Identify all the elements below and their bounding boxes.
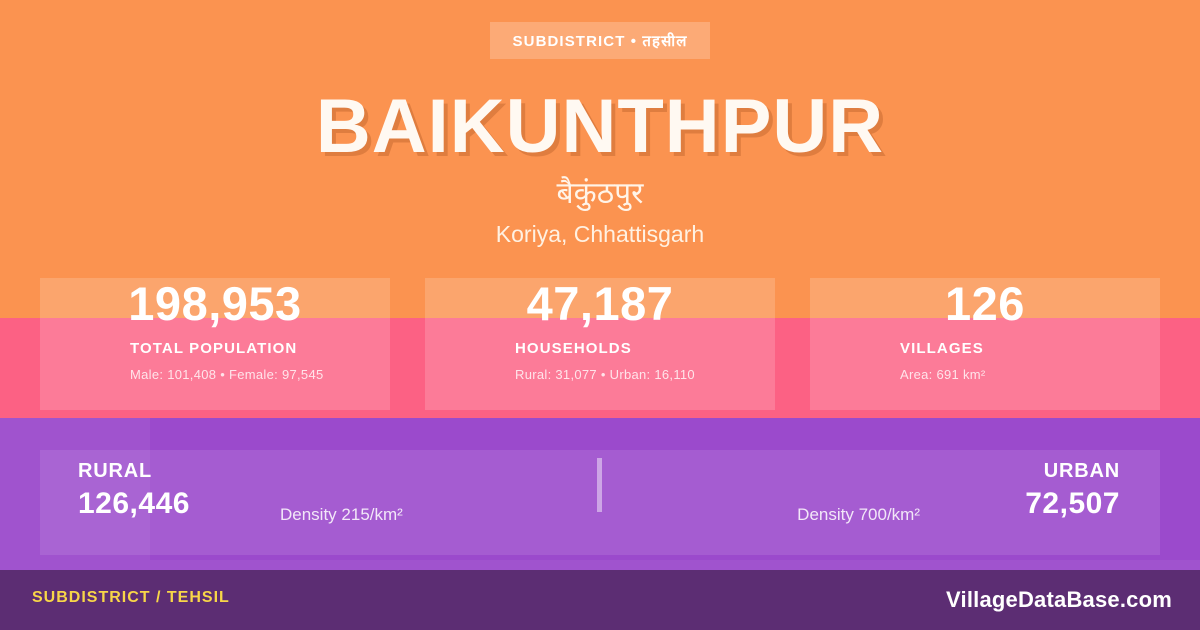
stat-detail: Male: 101,408 • Female: 97,545 — [130, 367, 324, 382]
urban-population-value: 72,507 — [1025, 487, 1120, 520]
native-name: बैकुंठपुर — [556, 177, 644, 210]
rural-population-value: 126,446 — [78, 487, 190, 520]
stat-label: TOTAL POPULATION — [130, 340, 298, 357]
subdistrict-badge-label: SUBDISTRICT • तहसील — [512, 32, 688, 50]
background-band-purple — [0, 418, 1200, 570]
stat-card-households: 47,187 HOUSEHOLDS Rural: 31,077 • Urban:… — [425, 277, 775, 410]
stat-detail: Area: 691 km² — [900, 367, 986, 382]
stat-value: 47,187 — [526, 277, 674, 330]
rural-density: Density 215/km² — [280, 505, 403, 524]
footer-site-name: VillageDataBase.com — [946, 587, 1172, 612]
stat-detail: Rural: 31,077 • Urban: 16,110 — [515, 367, 695, 382]
rural-label: RURAL — [78, 460, 152, 482]
stat-value: 126 — [945, 277, 1025, 330]
urban-density: Density 700/km² — [797, 505, 920, 524]
stat-value: 198,953 — [128, 277, 302, 330]
urban-label: URBAN — [1043, 460, 1120, 482]
subdistrict-badge: SUBDISTRICT • तहसील — [490, 22, 710, 59]
stat-card-villages: 126 VILLAGES Area: 691 km² — [810, 277, 1160, 410]
footer-category-label: SUBDISTRICT / TEHSIL — [32, 589, 230, 606]
rural-urban-panel — [40, 450, 1160, 555]
stat-card-total-population: 198,953 TOTAL POPULATION Male: 101,408 •… — [40, 277, 390, 410]
footer-bar — [0, 570, 1200, 630]
background-band-pink — [0, 318, 1200, 418]
background-band-orange — [0, 0, 1200, 318]
page-title: BAIKUNTHPUR — [315, 84, 885, 169]
stat-label: VILLAGES — [900, 340, 984, 357]
stat-label: HOUSEHOLDS — [515, 340, 632, 357]
rural-urban-divider — [597, 458, 602, 512]
location-subtitle: Koriya, Chhattisgarh — [495, 221, 705, 247]
